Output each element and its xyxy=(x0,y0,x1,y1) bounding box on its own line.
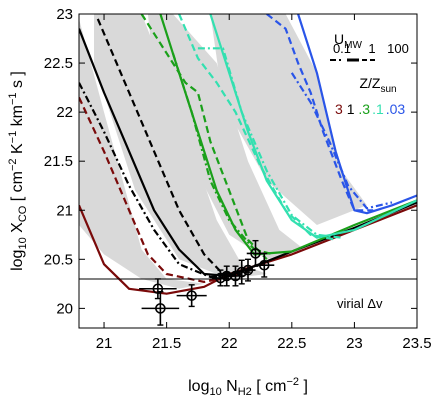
series-line-3 xyxy=(96,18,255,276)
legend-z-title-sub: sun xyxy=(380,84,396,95)
band-1 xyxy=(94,14,267,279)
x-label-log: log xyxy=(188,378,209,395)
y-tick-label-3: 21.5 xyxy=(44,153,73,170)
x-tick-label-0: 21 xyxy=(96,335,113,352)
y-label-log: log xyxy=(9,250,26,271)
series-line-1 xyxy=(79,96,242,283)
y-label-x: X xyxy=(9,222,26,237)
y-label-end: s ] xyxy=(9,71,26,92)
x-tick-label-3: 22.5 xyxy=(277,335,306,352)
x-label-end: ] xyxy=(299,378,308,395)
y-label-unit: [ cm xyxy=(9,171,26,206)
y-label-sub2: CO xyxy=(17,205,29,222)
legend-umw-value-100: 100 xyxy=(387,41,409,56)
y-tick-label-6: 23 xyxy=(56,6,73,23)
x-axis-label: log10 NH2 [ cm−2 ] xyxy=(188,376,308,398)
observations xyxy=(139,239,275,326)
axis-ticks: 21 21.5 22 22.5 23 23.5 20 20.5 21 21.5 22 22.5 23 xyxy=(44,6,432,352)
y-axis-label: log10 XCO [ cm−2 K−1 km−1 s ] xyxy=(7,71,29,271)
uncertainty-bands xyxy=(79,14,367,289)
series-line-13 xyxy=(290,72,393,210)
series-line-4 xyxy=(79,82,242,279)
observation-point-0 xyxy=(139,278,177,300)
legend-umw-value-0.1: 0.1 xyxy=(333,41,351,56)
x-label-unit: [ cm xyxy=(252,378,287,395)
x-label-sup: −2 xyxy=(286,376,299,388)
plot-frame xyxy=(78,13,418,329)
band-2 xyxy=(147,14,305,260)
y-label-k: K xyxy=(9,143,26,158)
series-line-9 xyxy=(178,14,336,241)
obs-marker-6 xyxy=(236,266,248,278)
x-label-sub1: 10 xyxy=(209,386,221,398)
x-tick-label-4: 23 xyxy=(346,335,363,352)
y-tick-label-1: 20.5 xyxy=(44,251,73,268)
obs-marker-0 xyxy=(152,283,164,295)
obs-marker-3 xyxy=(215,272,226,284)
legend-umw: UMW 0.1 1 100 xyxy=(330,31,409,62)
legend-umw-title: UMW xyxy=(334,31,362,51)
x-tick-label-2: 22 xyxy=(221,335,238,352)
legend-z-title-z: Z/Z xyxy=(359,75,380,91)
x-tick-label-1: 21.5 xyxy=(152,335,181,352)
series-line-7 xyxy=(171,52,274,256)
legend-z-values: 3 1 .3.1.03 xyxy=(335,101,405,117)
obs-marker-9 xyxy=(258,259,270,271)
legend-metallicity: Z/Zsun 3 1 .3.1.03 xyxy=(335,75,405,117)
observation-point-1 xyxy=(141,290,180,326)
y-label-sup1: −2 xyxy=(7,158,19,171)
x-tick-label-5: 23.5 xyxy=(402,335,431,352)
legend-umw-title-u: U xyxy=(334,31,344,47)
legend-umw-value-1: 1 xyxy=(368,41,375,56)
obs-marker-7 xyxy=(242,264,254,276)
series-line-0 xyxy=(79,204,417,295)
series-line-10 xyxy=(197,47,343,239)
observation-point-2 xyxy=(176,284,207,308)
legend-z-3: 3 xyxy=(335,101,343,117)
y-label-sup2: −1 xyxy=(7,131,19,144)
obs-marker-8 xyxy=(250,248,261,259)
y-tick-label-5: 22.5 xyxy=(44,55,73,72)
series-line-6 xyxy=(140,14,268,261)
band-0 xyxy=(79,18,205,289)
legend-umw-title-sub: MW xyxy=(344,40,362,51)
series-line-11 xyxy=(297,14,417,215)
obs-marker-2 xyxy=(186,290,197,301)
x-label-n: N xyxy=(222,378,238,395)
y-label-km: km xyxy=(9,105,26,131)
observation-point-7 xyxy=(240,258,256,282)
legend-z-0.03: .03 xyxy=(386,101,406,117)
y-label-sub1: 10 xyxy=(17,237,29,249)
y-tick-label-2: 21 xyxy=(56,202,73,219)
legend-z-0.1: .1 xyxy=(372,101,384,117)
series-line-2 xyxy=(79,28,417,278)
x-label-sub2: H2 xyxy=(238,386,252,398)
y-tick-label-4: 22 xyxy=(56,104,73,121)
series-line-12 xyxy=(266,14,374,212)
observation-point-9 xyxy=(254,252,275,278)
band-3 xyxy=(210,14,367,225)
model-lines xyxy=(79,14,417,295)
obs-marker-1 xyxy=(155,303,166,314)
y-label-sup3: −1 xyxy=(7,92,19,105)
legend-z-1: 1 xyxy=(347,101,355,117)
virial-annotation: virial Δv xyxy=(337,296,383,311)
legend-z-title: Z/Zsun xyxy=(359,75,396,95)
y-tick-label-0: 20 xyxy=(56,300,73,317)
legend-z-0.3: .3 xyxy=(358,101,370,117)
